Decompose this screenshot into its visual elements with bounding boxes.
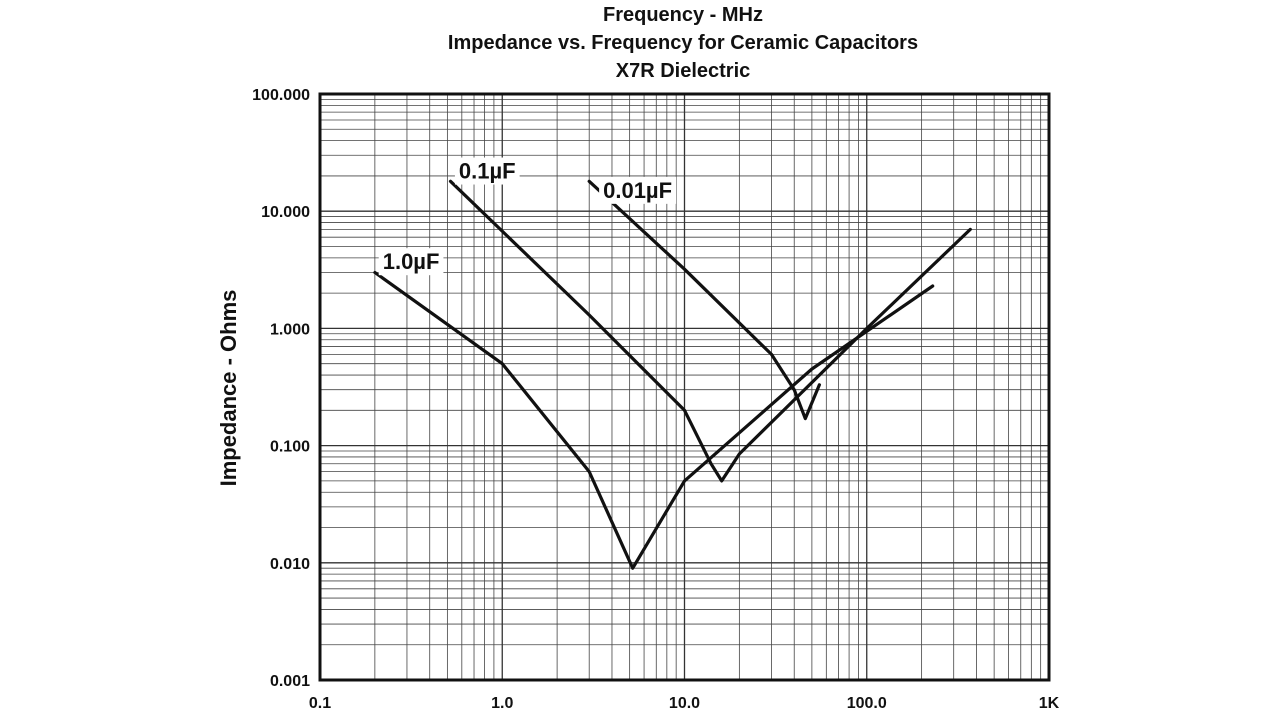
y-tick-label: 0.010 — [270, 556, 310, 573]
x-tick-label: 0.1 — [309, 695, 331, 712]
series-line-2 — [448, 179, 972, 483]
x-axis-ticks: 0.1 1.0 10.0 100.0 1K — [309, 695, 1060, 712]
series-line-3 — [587, 179, 821, 421]
series-label-1: 1.0µF — [383, 249, 440, 274]
chart-subtitle: X7R Dielectric — [616, 60, 751, 82]
series-label-background — [378, 248, 444, 276]
y-axis-label: Impedance - Ohms — [216, 290, 241, 487]
series-labels: 1.0µF 0.1µF 0.01µF — [378, 157, 677, 276]
x-tick-label: 1.0 — [491, 695, 513, 712]
y-tick-label: 0.100 — [270, 439, 310, 456]
plot-frame — [318, 92, 1051, 682]
series-label-background — [454, 157, 520, 185]
x-tick-label: 1K — [1039, 695, 1060, 712]
plot-grid — [319, 93, 1050, 681]
series-line-1 — [373, 270, 935, 570]
y-tick-label: 0.001 — [270, 673, 310, 690]
x-tick-label: 100.0 — [847, 695, 887, 712]
y-tick-label: 10.000 — [261, 204, 310, 221]
series-label-background — [599, 176, 677, 204]
series-label-2: 0.1µF — [459, 159, 516, 184]
series-label-3: 0.01µF — [603, 178, 672, 203]
y-tick-label: 1.000 — [270, 321, 310, 338]
y-axis-ticks: 0.001 0.010 0.100 1.000 10.000 100.000 — [252, 87, 310, 690]
chart-title: Impedance vs. Frequency for Ceramic Capa… — [448, 32, 918, 54]
series-curves — [373, 179, 972, 570]
y-tick-label: 100.000 — [252, 87, 310, 104]
x-tick-label: 10.0 — [669, 695, 700, 712]
x-axis-label: Frequency - MHz — [603, 4, 763, 26]
